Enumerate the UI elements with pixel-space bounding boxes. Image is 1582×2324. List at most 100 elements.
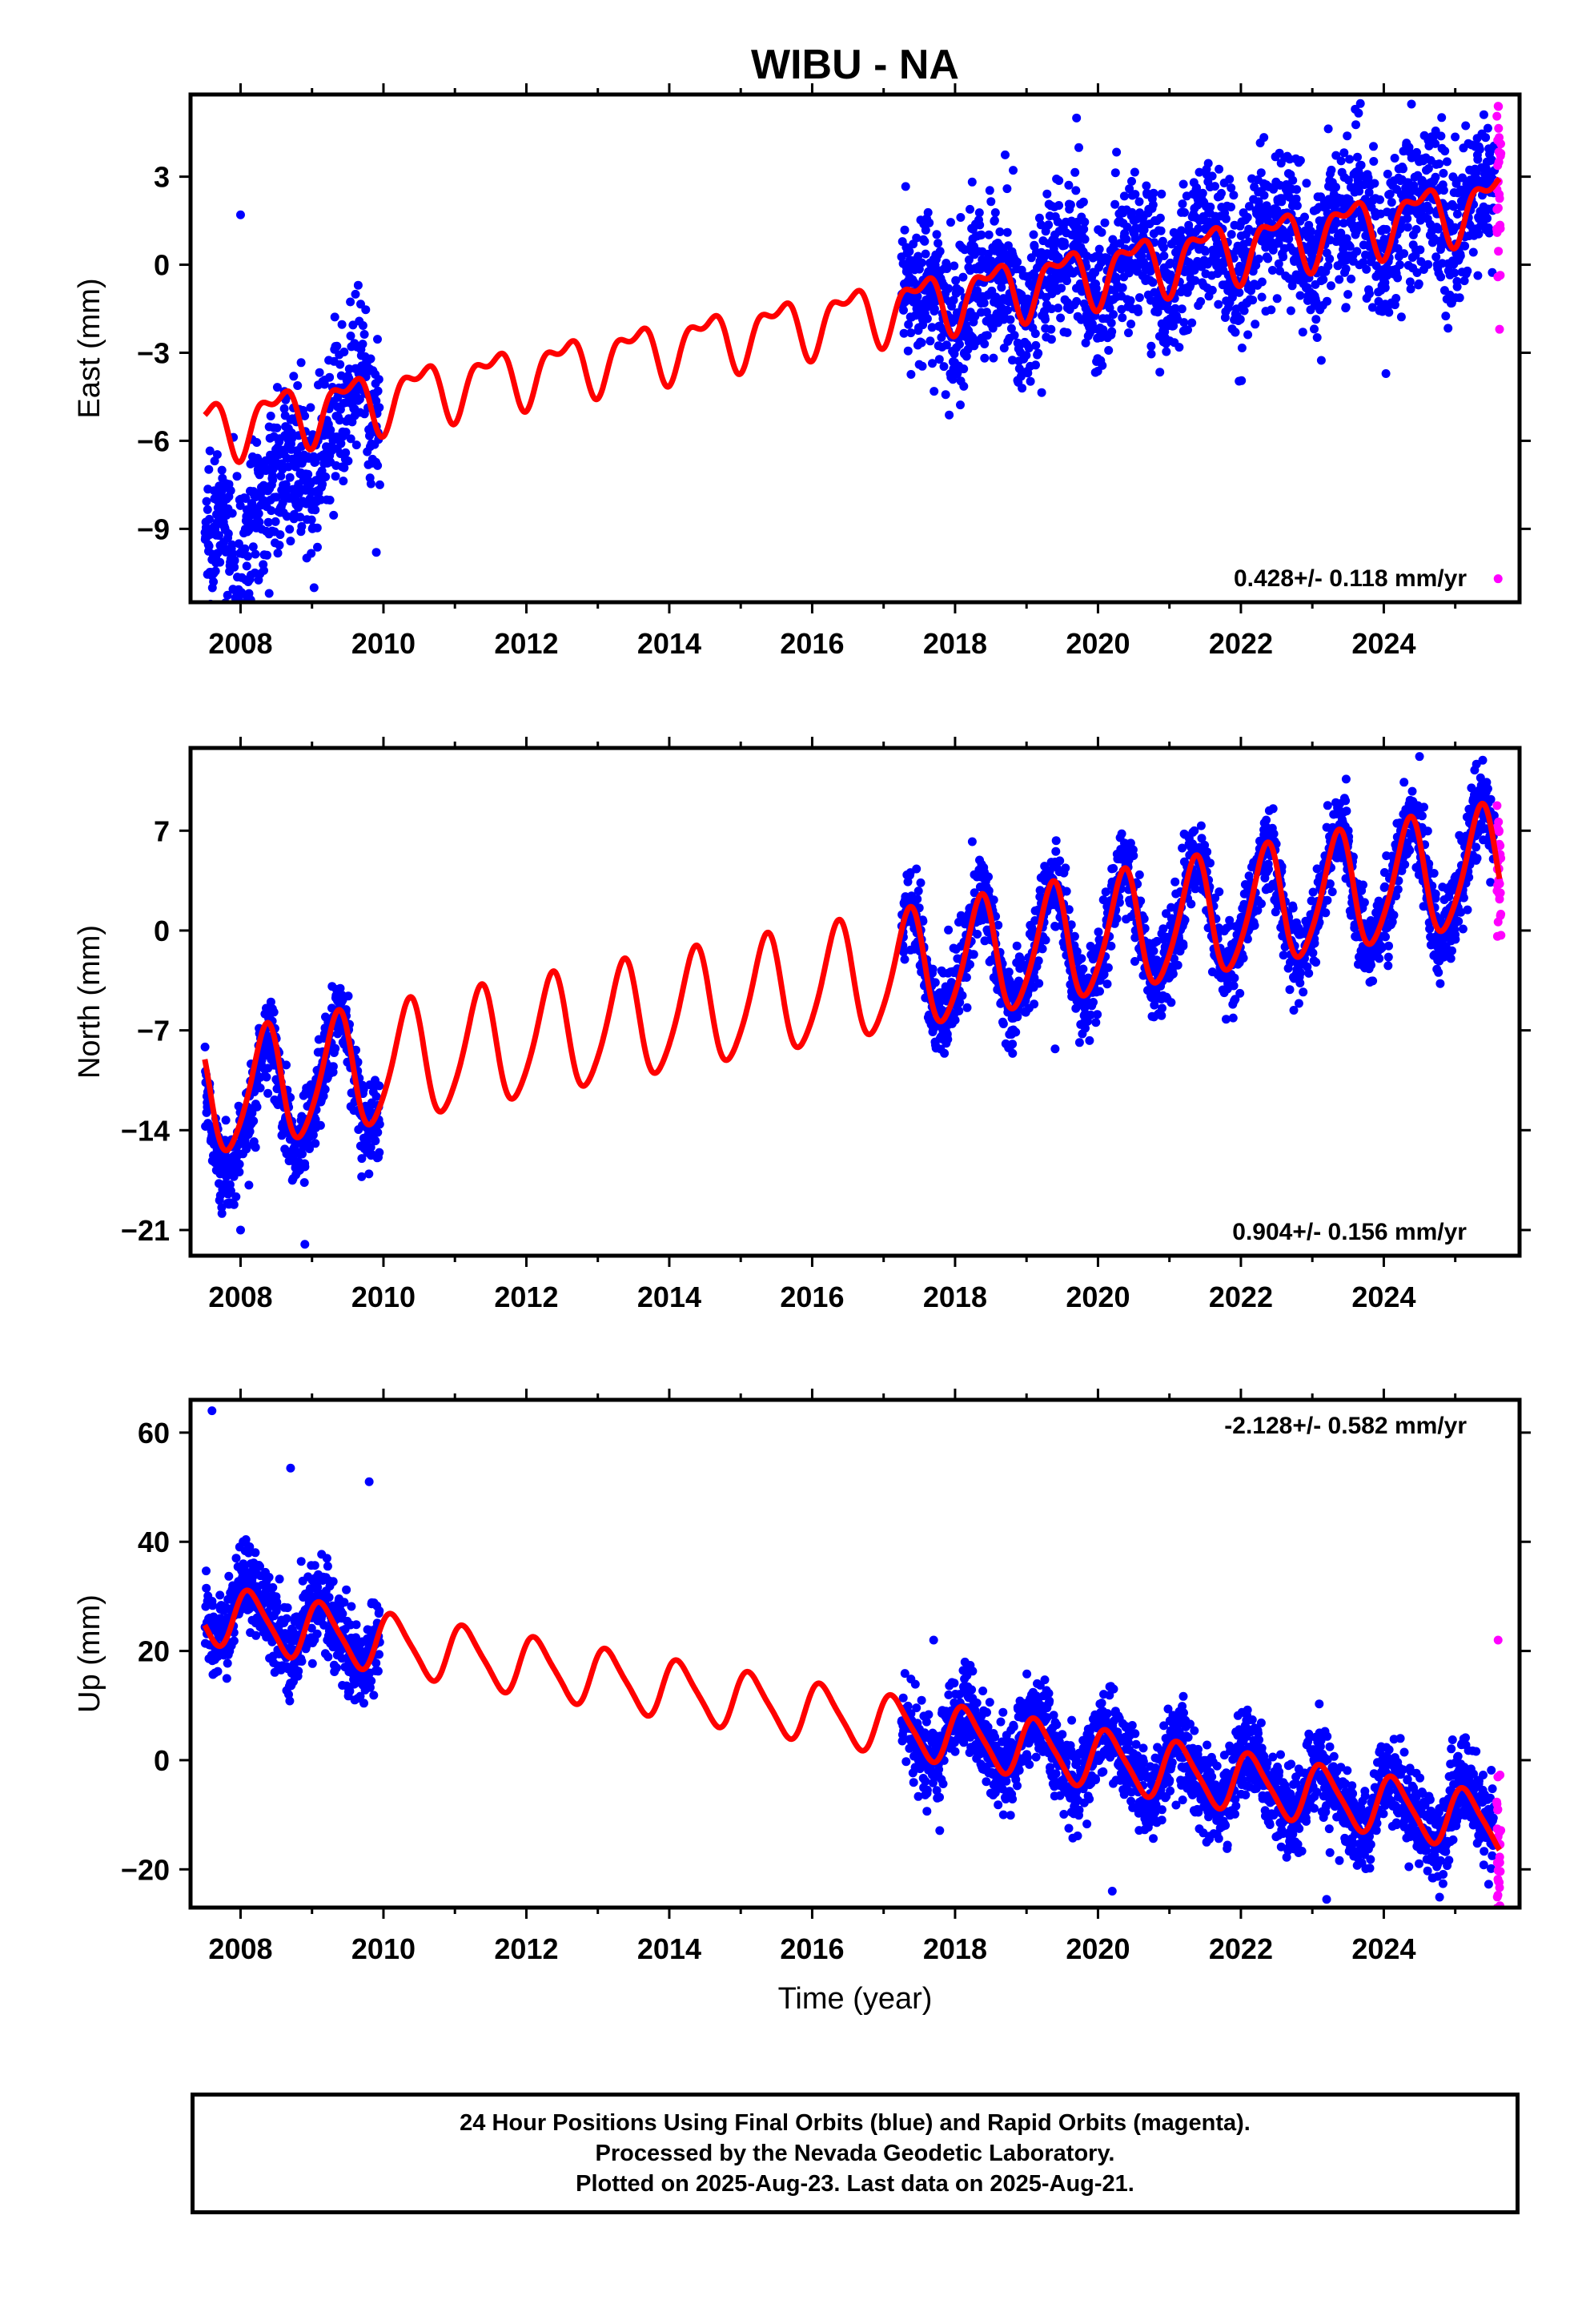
- data-point-final: [331, 472, 340, 481]
- data-point-final: [1369, 142, 1378, 151]
- data-point-final: [1195, 167, 1204, 177]
- data-point-final: [1284, 234, 1294, 243]
- data-point-final: [1423, 259, 1433, 269]
- data-point-final: [227, 540, 237, 549]
- data-point-final: [275, 541, 284, 550]
- data-point-final: [1479, 110, 1488, 119]
- data-point-final: [1070, 167, 1080, 177]
- data-point-final: [217, 465, 227, 475]
- data-point-final: [1098, 360, 1107, 370]
- data-point-final: [1038, 944, 1047, 954]
- data-point-final: [375, 1081, 384, 1091]
- data-point-final: [1183, 325, 1192, 335]
- data-point-final: [1112, 914, 1122, 923]
- data-point-final: [962, 973, 971, 982]
- data-point-final: [960, 245, 970, 255]
- data-point-final: [1279, 252, 1288, 262]
- data-point-final: [211, 566, 220, 576]
- data-point-final: [1274, 259, 1283, 268]
- data-point-final: [1435, 159, 1444, 169]
- data-point-final: [375, 403, 384, 412]
- data-point-final: [1004, 967, 1014, 977]
- data-point-final: [1411, 225, 1421, 234]
- data-point-final: [979, 298, 989, 308]
- data-point-final: [1155, 368, 1165, 377]
- data-point-final: [1062, 328, 1072, 337]
- data-point-final: [1371, 261, 1381, 271]
- x-tick-label: 2016: [780, 627, 844, 660]
- data-point-final: [241, 494, 251, 503]
- data-point-final: [1134, 197, 1144, 207]
- data-point-final: [1089, 998, 1098, 1007]
- data-point-final: [1111, 274, 1121, 283]
- data-point-final: [1431, 252, 1441, 262]
- data-point-final: [1439, 168, 1448, 178]
- data-point-final: [205, 446, 215, 456]
- data-point-final: [1178, 179, 1188, 189]
- data-point-final: [1336, 156, 1346, 166]
- data-point-final: [930, 387, 939, 396]
- data-point-final: [1008, 356, 1017, 365]
- data-point-final: [1291, 194, 1301, 203]
- data-point-final: [1299, 987, 1308, 997]
- data-point-final: [1112, 147, 1122, 157]
- data-point-final: [1158, 1003, 1166, 1013]
- data-point-final: [1250, 921, 1259, 931]
- data-point-final: [989, 353, 998, 363]
- data-point-final: [335, 416, 344, 425]
- data-point-final: [242, 561, 251, 571]
- data-point-final: [1327, 281, 1335, 291]
- data-point-final: [1353, 152, 1362, 162]
- data-point-final: [285, 525, 295, 534]
- data-point-final: [1006, 315, 1015, 324]
- data-point-final: [1396, 312, 1406, 322]
- data-point-final: [1342, 806, 1351, 816]
- data-point-final: [341, 448, 351, 457]
- data-point-final: [1463, 266, 1472, 275]
- data-point-final: [1380, 882, 1390, 891]
- data-point-final: [986, 197, 996, 207]
- data-point-final: [1257, 292, 1267, 302]
- x-tick-label: 2018: [923, 627, 987, 660]
- data-point-final: [262, 1072, 271, 1082]
- data-point-final: [1449, 202, 1459, 211]
- data-point-final: [930, 304, 939, 314]
- data-point-final: [1239, 953, 1248, 963]
- data-point-final: [1345, 155, 1355, 164]
- data-point-final: [1177, 226, 1186, 235]
- data-point-final: [223, 590, 232, 600]
- data-point-final: [950, 261, 959, 271]
- data-point-final: [1194, 224, 1203, 233]
- data-point-final: [1046, 335, 1056, 344]
- data-point-final: [293, 381, 303, 390]
- data-point-final: [1468, 247, 1478, 257]
- data-point-final: [1012, 941, 1022, 951]
- data-point-final: [346, 297, 355, 307]
- data-point-final: [1127, 176, 1136, 186]
- data-point-final: [366, 1143, 375, 1152]
- data-point-final: [237, 614, 246, 623]
- data-point-final: [1257, 899, 1266, 908]
- data-point-final: [1243, 212, 1252, 222]
- data-point-final: [1321, 908, 1331, 918]
- data-point-final: [228, 549, 238, 558]
- data-point-final: [1345, 242, 1355, 251]
- data-point-final: [371, 548, 381, 557]
- data-point-final: [1460, 276, 1469, 286]
- data-point-final: [1365, 289, 1374, 299]
- data-point-final: [223, 529, 233, 538]
- data-point-final: [1288, 175, 1298, 185]
- data-point-final: [1106, 941, 1116, 951]
- data-point-final: [1355, 187, 1364, 196]
- data-point-final: [231, 615, 240, 624]
- data-point-final: [1359, 898, 1369, 907]
- data-point-final: [941, 390, 950, 400]
- data-point-final: [1483, 214, 1492, 223]
- data-point-final: [913, 251, 923, 261]
- data-point-final: [1393, 243, 1403, 253]
- data-point-final: [375, 480, 384, 489]
- data-point-final: [1367, 303, 1377, 312]
- data-point-final: [1057, 283, 1066, 293]
- data-point-final: [240, 544, 250, 553]
- y-tick-label: 3: [154, 161, 170, 194]
